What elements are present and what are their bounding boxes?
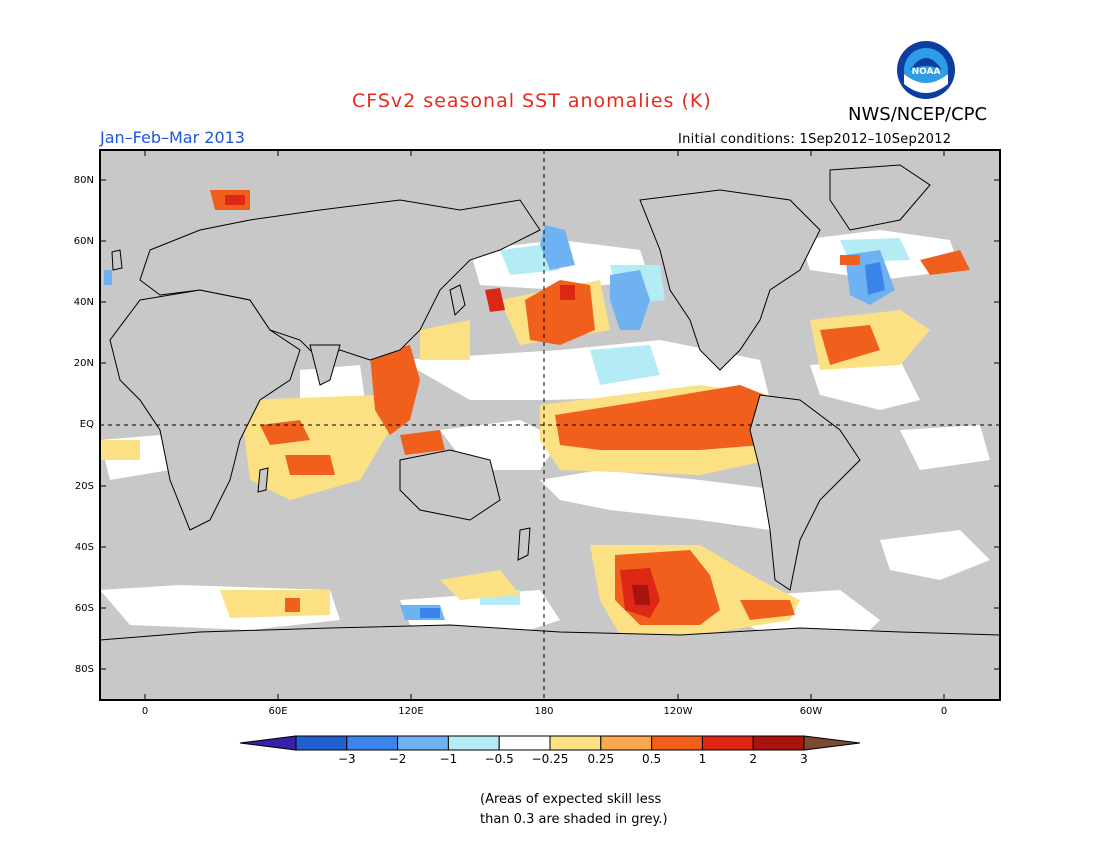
lon-label-0-left: 0 — [141, 706, 149, 717]
lon-label-120e: 120E — [398, 706, 424, 717]
strong-positive-regions — [225, 195, 660, 618]
colorbar-tick-label: 1 — [698, 752, 707, 766]
chart-title: CFSv2 seasonal SST anomalies (K) — [352, 90, 712, 112]
skill-note-line-2: than 0.3 are shaded in grey.) — [480, 812, 668, 827]
colorbar-tick-label: 0.5 — [642, 752, 662, 766]
initial-conditions-label: Initial conditions: 1Sep2012–10Sep2012 — [678, 132, 952, 147]
lon-label-60e: 60E — [268, 706, 288, 717]
lat-label-60n: 60N — [73, 236, 94, 247]
colorbar-tick-label: −0.5 — [484, 752, 514, 766]
lat-label-20s: 20S — [74, 481, 94, 492]
colorbar-tick-label: −3 — [337, 752, 356, 766]
strong-negative-regions — [420, 262, 885, 618]
colorbar-tick-label: 2 — [749, 752, 757, 766]
colorbar-tick-label: −1 — [439, 752, 458, 766]
coastlines — [100, 164, 1000, 700]
colorbar-low-triangle — [239, 735, 297, 751]
lon-label-0-right: 0 — [940, 706, 948, 717]
lat-label-60s: 60S — [74, 603, 94, 614]
colorbar-box — [447, 735, 500, 751]
colorbar-box — [346, 735, 399, 751]
skill-note-line-1: (Areas of expected skill less — [480, 792, 662, 807]
colorbar-box — [397, 735, 449, 751]
colorbar-box — [752, 735, 805, 751]
moderate-positive-regions — [210, 190, 970, 625]
colorbar-box — [549, 735, 602, 751]
lon-label-120w: 120W — [663, 706, 693, 717]
lat-label-40s: 40S — [74, 542, 94, 553]
lat-label-40n: 40N — [73, 297, 94, 308]
lat-label-20n: 20N — [73, 358, 94, 369]
colorbar-tick-label: 0.25 — [587, 752, 615, 766]
colorbar-tick-label: −0.25 — [531, 752, 569, 766]
lat-label-80s: 80S — [74, 664, 94, 675]
lat-label-eq: EQ — [79, 419, 94, 430]
colorbar-high-triangle — [803, 735, 861, 751]
agency-label: NWS/NCEP/CPC — [848, 104, 988, 125]
colorbar-box — [295, 735, 348, 751]
noaa-logo: NOAA — [897, 41, 955, 99]
season-label: Jan–Feb–Mar 2013 — [100, 128, 245, 147]
map-frame — [99, 149, 1001, 701]
lon-label-60w: 60W — [799, 706, 823, 717]
extreme-positive-regions — [632, 585, 650, 605]
colorbar-tick-label: −2 — [388, 752, 407, 766]
colorbar-box — [701, 735, 754, 751]
lon-label-180: 180 — [534, 706, 554, 717]
axis-ticks — [100, 150, 1000, 700]
colorbar-box — [498, 735, 551, 751]
colorbar-box — [651, 735, 703, 751]
colorbar-box — [600, 735, 653, 751]
lat-label-80n: 80N — [73, 175, 94, 186]
colorbar-tick-label: 3 — [800, 752, 808, 766]
svg-text:NOAA: NOAA — [912, 67, 941, 77]
